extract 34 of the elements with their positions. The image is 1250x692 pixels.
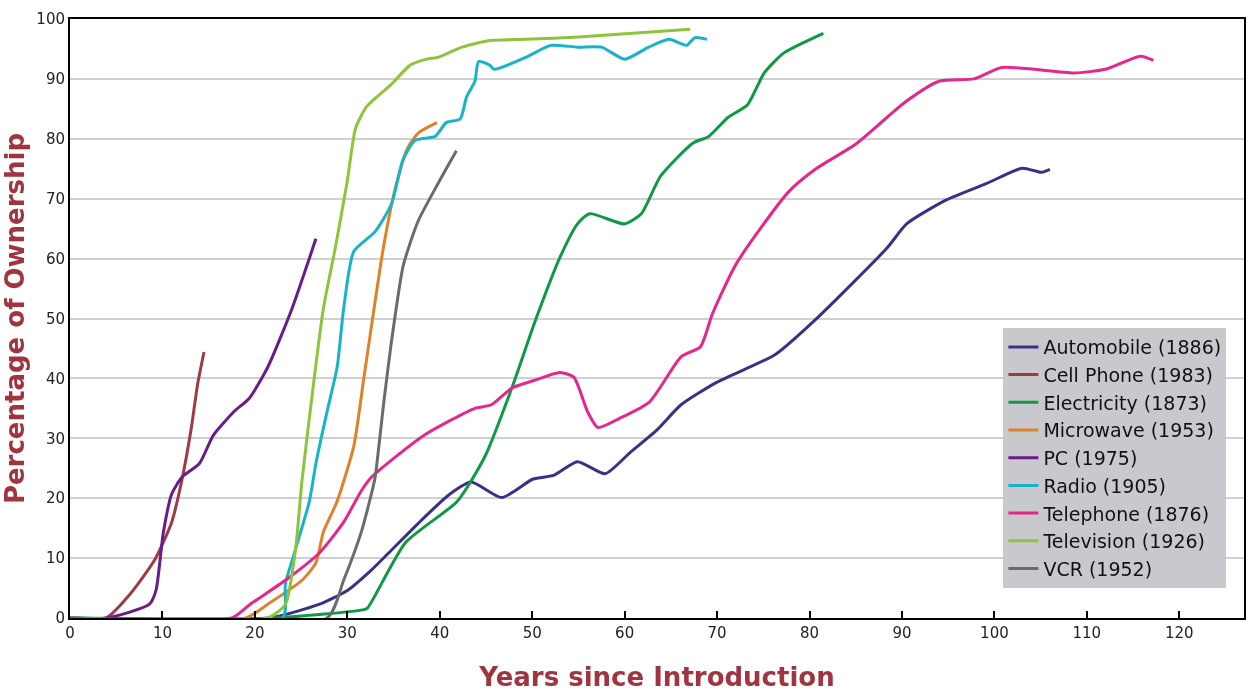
x-tick-label: 10 [152, 624, 172, 642]
y-tick-label: 10 [45, 549, 65, 568]
legend-label: Automobile (1886) [1043, 336, 1222, 359]
legend-label: PC (1975) [1043, 447, 1138, 470]
x-tick-label: 40 [430, 624, 450, 642]
x-tick-label: 70 [707, 624, 727, 642]
y-tick-label: 50 [45, 309, 65, 328]
x-tick-label: 30 [337, 624, 357, 642]
legend-label: Telephone (1876) [1042, 502, 1210, 525]
y-tick-label: 60 [45, 249, 65, 268]
x-tick-label: 60 [615, 624, 635, 642]
legend-label: Electricity (1873) [1043, 391, 1207, 414]
legend-label: Television (1926) [1042, 530, 1206, 553]
legend-label: Microwave (1953) [1043, 419, 1214, 442]
y-tick-label: 80 [45, 130, 65, 149]
y-tick-label: 0 [55, 609, 65, 628]
x-tick-label: 120 [1164, 624, 1194, 642]
y-tick-label: 40 [45, 369, 65, 388]
x-tick-label: 100 [980, 624, 1009, 642]
legend-label: Radio (1905) [1043, 474, 1166, 497]
y-tick-label: 90 [45, 70, 65, 89]
legend-label: Cell Phone (1983) [1043, 364, 1214, 387]
x-tick-label: 20 [245, 624, 265, 642]
y-tick-label: 70 [45, 189, 65, 208]
x-axis-title: Years since Introduction [478, 662, 835, 692]
y-axis-title: Percentage of Ownership [0, 132, 30, 505]
x-tick-label: 110 [1072, 624, 1102, 642]
y-tick-label: 20 [45, 489, 65, 508]
y-tick-label: 100 [36, 10, 65, 29]
y-tick-label: 30 [45, 429, 65, 448]
x-tick-label: 80 [799, 624, 820, 642]
x-tick-label: 50 [522, 624, 542, 642]
legend-label: VCR (1952) [1043, 557, 1153, 580]
x-tick-label: 90 [892, 624, 912, 642]
